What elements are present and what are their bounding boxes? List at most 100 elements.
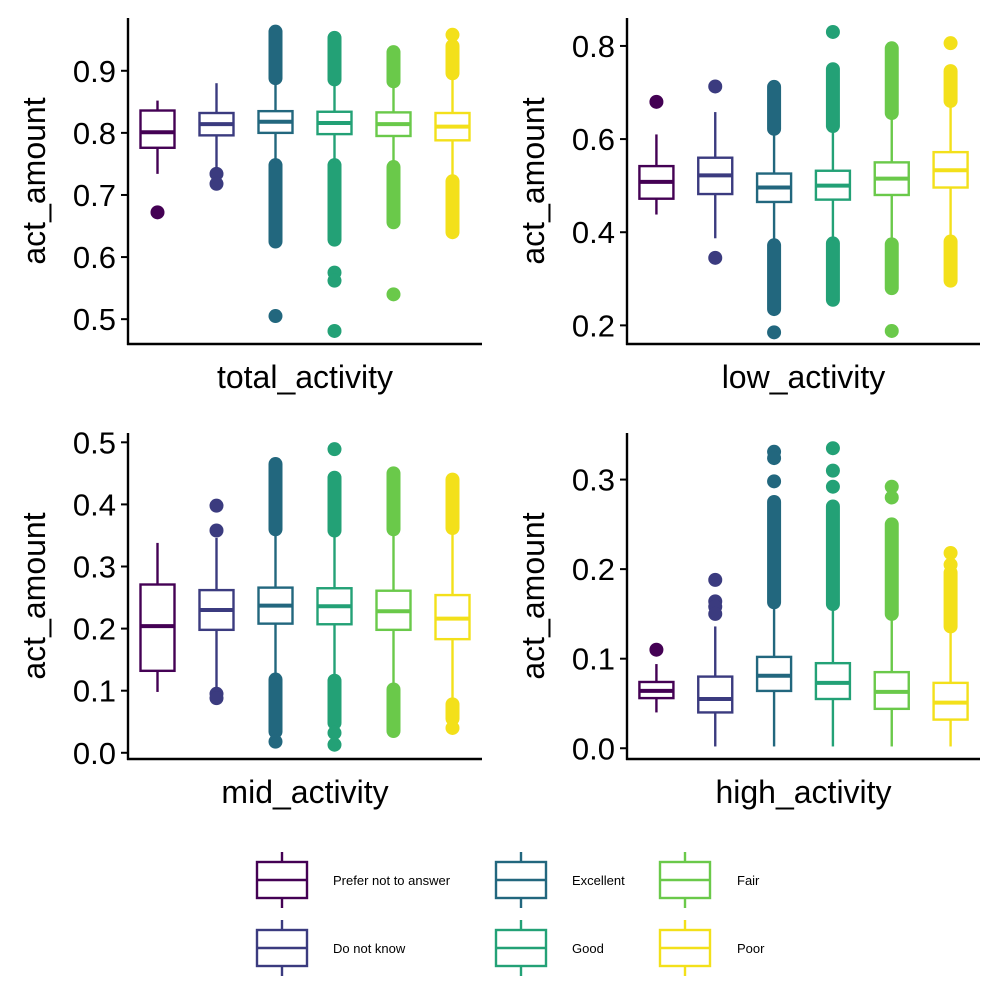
outlier-cluster <box>327 673 342 730</box>
outlier-cluster <box>327 158 342 247</box>
outlier-point <box>708 250 723 265</box>
y-tick-label: 0.5 <box>73 302 116 337</box>
y-tick-label: 0.3 <box>572 463 615 498</box>
box-good <box>814 24 852 307</box>
outlier-cluster <box>327 470 342 538</box>
y-tick-label: 0.7 <box>73 178 116 213</box>
panels: 0.50.60.70.80.9total_activityact_amount0… <box>16 18 980 810</box>
box-poor <box>434 27 471 240</box>
y-tick-label: 0.2 <box>572 552 615 587</box>
outlier-cluster <box>884 41 899 121</box>
box-prefer-not-to-answer <box>638 94 675 215</box>
outlier-point <box>649 94 664 109</box>
outlier-point <box>767 474 782 489</box>
outlier-cluster <box>386 160 401 230</box>
outlier-cluster <box>386 45 401 89</box>
box-do-not-know <box>697 79 734 265</box>
outlier-cluster <box>445 472 460 536</box>
box-poor <box>932 546 969 747</box>
outlier-point <box>708 79 723 94</box>
outlier-cluster <box>767 238 782 317</box>
x-axis-label: total_activity <box>217 359 393 395</box>
outlier-cluster <box>268 457 283 537</box>
y-tick-label: 0.0 <box>572 731 615 766</box>
outlier-cluster <box>884 237 899 296</box>
y-tick-label: 0.1 <box>572 642 615 677</box>
outlier-cluster <box>943 565 958 634</box>
y-tick-label: 0.4 <box>73 487 116 522</box>
box-prefer-not-to-answer <box>638 642 675 713</box>
outlier-cluster <box>943 234 958 288</box>
outlier-point <box>884 323 899 338</box>
outlier-point <box>268 734 283 749</box>
outlier-point <box>268 309 283 324</box>
outlier-cluster <box>268 24 283 86</box>
y-axis-label: act_amount <box>515 97 551 264</box>
panel-total_activity: 0.5 0.6 0.7 0.8 0.9 total_activity act_amount <box>16 18 482 395</box>
outlier-cluster <box>386 682 401 739</box>
y-tick-label: 0.2 <box>73 612 116 647</box>
outlier-cluster <box>386 466 401 537</box>
y-tick-label: 0.8 <box>572 29 615 64</box>
outlier-point <box>825 479 840 494</box>
legend-item-good: Good <box>494 920 604 976</box>
outlier-cluster <box>825 236 840 307</box>
panel-high_activity: 0.0 0.1 0.2 0.3 high_activity act_amount <box>515 433 980 810</box>
outlier-cluster <box>445 697 460 726</box>
outlier-point <box>825 24 840 39</box>
outlier-cluster <box>825 62 840 134</box>
box-fair <box>873 479 910 747</box>
box-do-not-know <box>198 83 235 191</box>
outlier-point <box>943 557 958 572</box>
outlier-point <box>884 479 899 494</box>
outlier-cluster <box>268 672 283 739</box>
y-tick-label: 0.6 <box>73 240 116 275</box>
box-excellent <box>257 457 294 749</box>
outlier-point <box>825 463 840 478</box>
outlier-point <box>708 572 723 587</box>
legend-label: Do not know <box>333 941 406 956</box>
legend-item-fair: Fair <box>658 852 760 908</box>
box-do-not-know <box>198 498 235 706</box>
legend-label: Poor <box>737 941 765 956</box>
outlier-point <box>445 27 460 42</box>
outlier-cluster <box>445 174 460 240</box>
box-fair <box>873 41 910 338</box>
outlier-point <box>327 737 342 752</box>
outlier-cluster <box>767 79 782 136</box>
outlier-cluster <box>767 494 782 610</box>
y-tick-label: 0.4 <box>572 215 615 250</box>
outlier-point <box>943 36 958 51</box>
outlier-cluster <box>445 38 460 81</box>
box-good <box>316 30 353 338</box>
legend-label: Fair <box>737 873 760 888</box>
outlier-cluster <box>943 64 958 108</box>
legend: Prefer not to answer Do not know Excellent… <box>255 852 765 976</box>
y-tick-label: 0.8 <box>73 116 116 151</box>
box-body <box>697 675 734 714</box>
y-axis-label: act_amount <box>515 512 551 679</box>
box-excellent <box>755 79 793 340</box>
box-good <box>316 442 353 752</box>
box-excellent <box>257 24 294 324</box>
box-body <box>139 109 176 149</box>
outlier-point <box>943 546 958 561</box>
outlier-point <box>767 325 782 340</box>
box-poor <box>434 472 471 735</box>
outlier-point <box>767 451 782 466</box>
outlier-point <box>209 176 224 191</box>
y-tick-label: 0.5 <box>73 425 116 460</box>
box-good <box>814 441 852 747</box>
legend-item-do-not-know: Do not know <box>255 920 406 976</box>
outlier-point <box>708 606 723 621</box>
box-prefer-not-to-answer <box>139 542 176 692</box>
y-axis-label: act_amount <box>16 512 52 679</box>
outlier-cluster <box>327 30 342 87</box>
legend-label: Good <box>572 941 604 956</box>
legend-item-excellent: Excellent <box>494 852 625 908</box>
outlier-cluster <box>825 499 840 612</box>
outlier-point <box>386 287 401 302</box>
outlier-point <box>649 642 664 657</box>
y-tick-label: 0.2 <box>572 308 615 343</box>
